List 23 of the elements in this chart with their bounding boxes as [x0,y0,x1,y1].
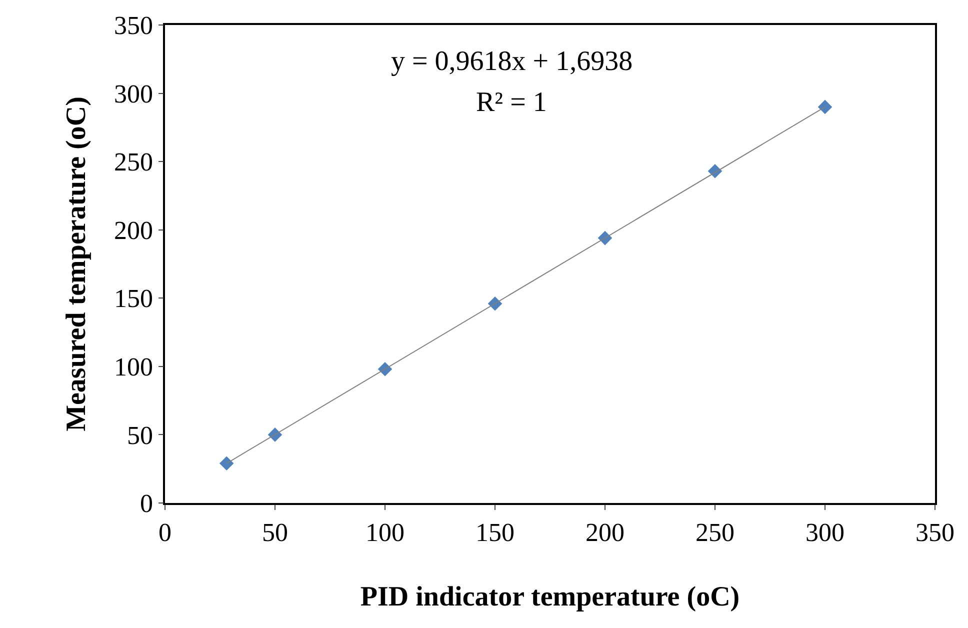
x-axis-title: PID indicator temperature (oC) [360,582,740,613]
x-tick-label: 150 [476,518,514,547]
point [818,100,832,114]
y-axis-title: Measured temperature (oC) [61,96,92,432]
y-tick-label: 250 [114,148,154,177]
annotation: R² = 1 [476,87,547,118]
y-tick-label: 150 [114,284,154,314]
y-tick-label: 100 [114,352,154,382]
point [488,296,502,311]
y-tick-label: 300 [114,79,154,108]
x-tick-label: 50 [262,518,288,547]
y-tick-label: 50 [127,420,154,450]
x-tick-label: 100 [366,518,404,547]
x-tick-label: 300 [806,518,844,547]
point [219,456,234,471]
x-tick-label: 200 [586,518,624,547]
y-tick-label: 0 [140,489,154,518]
y-tick-label: 200 [114,216,154,245]
x-tick-label: 250 [696,518,734,547]
y-tick-label: 350 [114,11,154,40]
annotation: y = 0,9618x + 1,6938 [391,46,633,77]
x-tick-label: 0 [158,518,172,547]
x-tick-label: 350 [916,518,954,547]
